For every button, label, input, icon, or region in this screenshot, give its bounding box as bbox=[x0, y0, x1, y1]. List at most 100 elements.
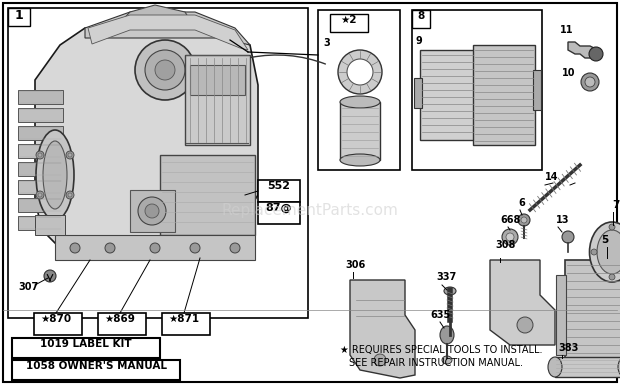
Circle shape bbox=[338, 50, 382, 94]
Ellipse shape bbox=[440, 326, 454, 344]
Text: ReplacementParts.com: ReplacementParts.com bbox=[221, 203, 399, 218]
Circle shape bbox=[374, 354, 386, 366]
Bar bbox=[555, 357, 620, 377]
Bar bbox=[473, 45, 535, 145]
Circle shape bbox=[138, 197, 166, 225]
Bar bbox=[414, 78, 422, 108]
Bar bbox=[18, 90, 63, 104]
Ellipse shape bbox=[597, 230, 620, 274]
Text: 383: 383 bbox=[558, 343, 578, 353]
Bar bbox=[18, 126, 63, 140]
Bar bbox=[98, 313, 146, 335]
Text: 6: 6 bbox=[518, 198, 525, 208]
Circle shape bbox=[506, 233, 514, 241]
Polygon shape bbox=[85, 12, 250, 45]
Bar bbox=[12, 360, 180, 380]
Text: 87@: 87@ bbox=[266, 203, 292, 213]
Circle shape bbox=[66, 191, 74, 199]
Text: 11: 11 bbox=[560, 25, 574, 35]
Ellipse shape bbox=[585, 77, 595, 87]
Bar bbox=[556, 275, 566, 355]
Bar bbox=[258, 202, 300, 224]
Text: 1: 1 bbox=[15, 9, 24, 22]
Bar bbox=[160, 155, 255, 235]
Circle shape bbox=[190, 243, 200, 253]
Circle shape bbox=[135, 40, 195, 100]
Ellipse shape bbox=[340, 154, 380, 166]
Circle shape bbox=[44, 270, 56, 282]
Text: 668: 668 bbox=[500, 215, 520, 225]
Ellipse shape bbox=[548, 357, 562, 377]
Bar bbox=[12, 338, 160, 358]
Bar bbox=[18, 144, 63, 158]
Ellipse shape bbox=[444, 287, 456, 295]
Text: 1058 OWNER'S MANUAL: 1058 OWNER'S MANUAL bbox=[25, 361, 167, 371]
Circle shape bbox=[589, 47, 603, 61]
Text: 3: 3 bbox=[323, 38, 330, 48]
Bar bbox=[533, 70, 541, 110]
Circle shape bbox=[591, 249, 597, 255]
Ellipse shape bbox=[43, 141, 67, 209]
Circle shape bbox=[230, 243, 240, 253]
Bar bbox=[412, 10, 430, 28]
Bar bbox=[18, 162, 63, 176]
Bar bbox=[565, 260, 620, 365]
Bar bbox=[55, 235, 255, 260]
Text: 13: 13 bbox=[556, 215, 570, 225]
Circle shape bbox=[150, 243, 160, 253]
Circle shape bbox=[38, 193, 42, 197]
Text: 306: 306 bbox=[345, 260, 365, 270]
Bar bbox=[412, 10, 542, 170]
Text: 5: 5 bbox=[601, 235, 609, 245]
Circle shape bbox=[36, 191, 44, 199]
Bar bbox=[190, 65, 245, 95]
Circle shape bbox=[70, 243, 80, 253]
Text: ★870: ★870 bbox=[40, 314, 71, 324]
Circle shape bbox=[68, 193, 72, 197]
Bar bbox=[8, 8, 308, 318]
Bar bbox=[35, 215, 65, 235]
Bar bbox=[18, 180, 63, 194]
Circle shape bbox=[609, 274, 615, 280]
Polygon shape bbox=[568, 42, 598, 58]
Polygon shape bbox=[490, 260, 555, 345]
Bar bbox=[185, 55, 250, 145]
Ellipse shape bbox=[590, 222, 620, 282]
Circle shape bbox=[518, 214, 530, 226]
Circle shape bbox=[36, 151, 44, 159]
Circle shape bbox=[145, 50, 185, 90]
Text: 7: 7 bbox=[612, 200, 619, 210]
Ellipse shape bbox=[36, 130, 74, 220]
Bar bbox=[318, 10, 400, 170]
Text: 14: 14 bbox=[545, 172, 559, 182]
Bar bbox=[130, 190, 175, 232]
Circle shape bbox=[105, 243, 115, 253]
Text: ★871: ★871 bbox=[169, 314, 200, 324]
Circle shape bbox=[38, 153, 42, 157]
Circle shape bbox=[68, 153, 72, 157]
Text: 9: 9 bbox=[416, 36, 423, 46]
Circle shape bbox=[517, 317, 533, 333]
Text: 635: 635 bbox=[430, 310, 450, 320]
Bar bbox=[18, 216, 63, 230]
Bar bbox=[340, 102, 380, 160]
Text: ★ REQUIRES SPECIAL TOOLS TO INSTALL.: ★ REQUIRES SPECIAL TOOLS TO INSTALL. bbox=[340, 345, 542, 355]
Text: SEE REPAIR INSTRUCTION MANUAL.: SEE REPAIR INSTRUCTION MANUAL. bbox=[349, 358, 523, 368]
Bar bbox=[18, 108, 63, 122]
Bar bbox=[18, 198, 63, 212]
Text: ★2: ★2 bbox=[341, 15, 357, 25]
Bar bbox=[8, 8, 30, 26]
Polygon shape bbox=[88, 15, 248, 50]
Circle shape bbox=[66, 151, 74, 159]
Polygon shape bbox=[350, 280, 415, 378]
Text: ★869: ★869 bbox=[105, 314, 135, 324]
Bar bbox=[162, 313, 210, 335]
Text: 308: 308 bbox=[495, 240, 515, 250]
Bar bbox=[34, 313, 82, 335]
Ellipse shape bbox=[340, 96, 380, 108]
Polygon shape bbox=[35, 28, 258, 248]
Ellipse shape bbox=[618, 357, 620, 377]
Ellipse shape bbox=[581, 73, 599, 91]
Text: 552: 552 bbox=[267, 181, 291, 191]
Circle shape bbox=[609, 224, 615, 230]
